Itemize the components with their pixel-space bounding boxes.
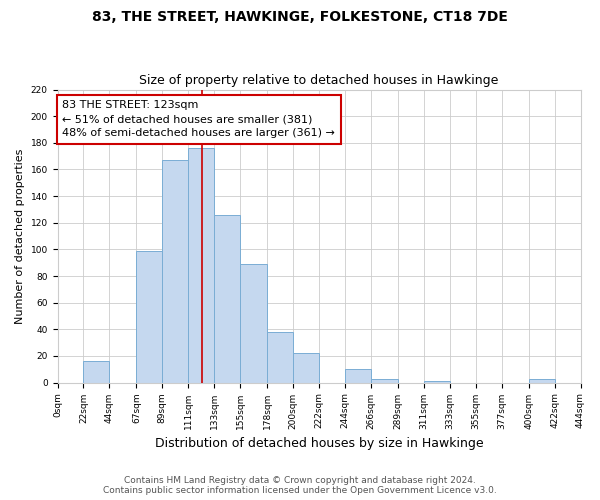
Bar	[293, 354, 319, 382]
X-axis label: Distribution of detached houses by size in Hawkinge: Distribution of detached houses by size …	[155, 437, 484, 450]
Bar	[424, 381, 450, 382]
Bar	[163, 160, 188, 382]
Bar	[240, 264, 267, 382]
Text: Contains HM Land Registry data © Crown copyright and database right 2024.
Contai: Contains HM Land Registry data © Crown c…	[103, 476, 497, 495]
Text: 83, THE STREET, HAWKINGE, FOLKESTONE, CT18 7DE: 83, THE STREET, HAWKINGE, FOLKESTONE, CT…	[92, 10, 508, 24]
Bar	[267, 332, 293, 382]
Bar	[214, 215, 240, 382]
Bar	[136, 250, 163, 382]
Bar	[345, 370, 371, 382]
Title: Size of property relative to detached houses in Hawkinge: Size of property relative to detached ho…	[139, 74, 499, 87]
Y-axis label: Number of detached properties: Number of detached properties	[15, 148, 25, 324]
Text: 83 THE STREET: 123sqm
← 51% of detached houses are smaller (381)
48% of semi-det: 83 THE STREET: 123sqm ← 51% of detached …	[62, 100, 335, 138]
Bar	[529, 378, 554, 382]
Bar	[188, 148, 214, 382]
Bar	[83, 362, 109, 382]
Bar	[371, 378, 398, 382]
